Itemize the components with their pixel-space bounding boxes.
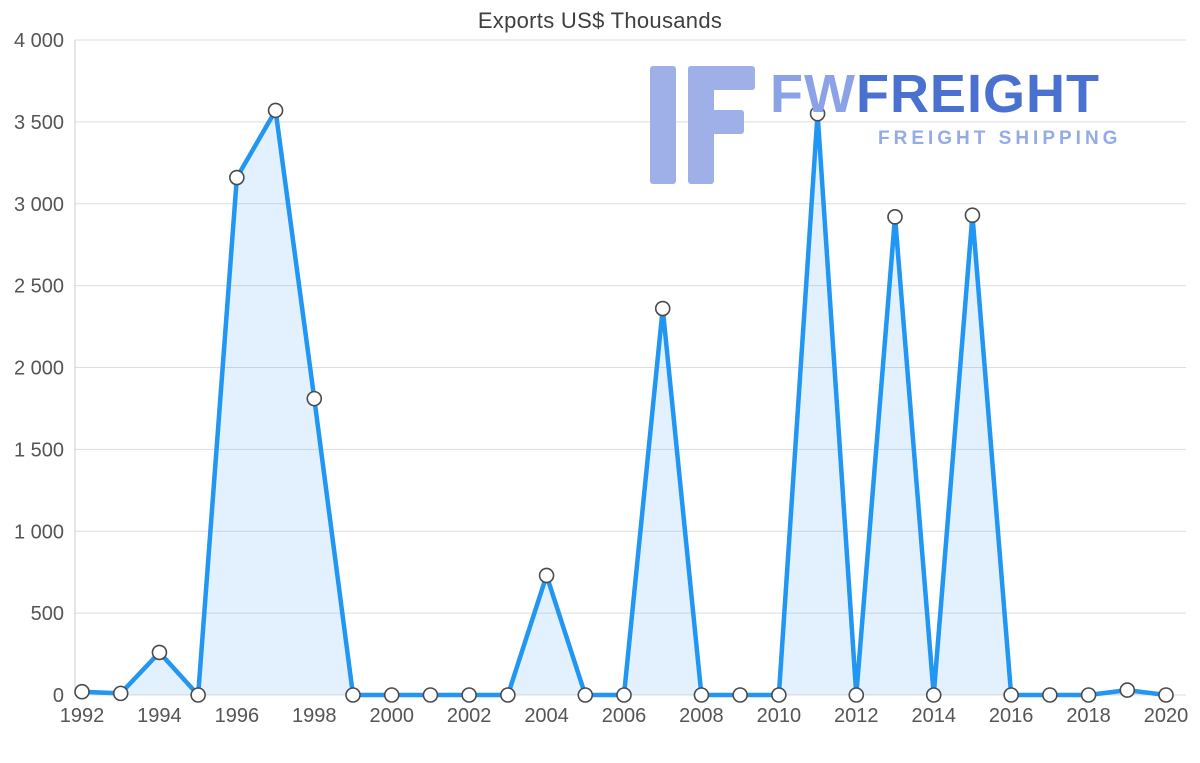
data-point-marker [577,687,594,703]
x-tick-label: 1994 [137,705,182,727]
data-point-marker [112,685,129,702]
data-point-marker [771,687,787,703]
data-point-marker [925,687,942,703]
data-point-marker [732,687,748,703]
data-point-marker [1042,687,1058,703]
data-point-marker [345,687,361,703]
x-tick-label: 2002 [447,705,492,727]
x-tick-label: 2018 [1066,705,1111,727]
y-tick-label: 4 000 [14,30,64,52]
y-tick-label: 3 000 [14,194,64,216]
y-tick-label: 0 [53,685,64,707]
data-point-marker [1119,682,1136,698]
data-point-marker [500,687,516,703]
data-point-marker [887,209,903,225]
y-tick-label: 2 500 [14,276,64,298]
data-point-marker [964,207,981,224]
x-tick-label: 2006 [602,705,647,727]
chart-title: Exports US$ Thousands [477,8,723,33]
data-point-marker [1080,687,1097,703]
x-tick-label: 2014 [911,705,956,727]
x-tick-label: 2008 [679,705,724,727]
y-tick-label: 500 [31,603,64,625]
y-tick-label: 1 500 [14,439,64,461]
y-tick-label: 2 000 [14,358,64,380]
data-point-marker [616,687,632,703]
data-point-marker [809,105,826,122]
x-tick-label: 2010 [757,705,802,727]
data-point-marker [848,687,865,703]
data-point-marker [538,567,555,584]
y-tick-label: 1 000 [14,521,64,543]
x-tick-label: 2004 [524,705,569,727]
data-point-marker [306,390,323,407]
data-point-marker [422,687,439,703]
data-point-marker [229,169,245,186]
data-point-marker [654,300,671,317]
data-point-marker [267,102,284,119]
data-point-marker [461,687,477,703]
x-tick-label: 2000 [369,705,414,727]
area-fill [82,110,1166,696]
data-point-marker [190,687,206,703]
x-tick-label: 2020 [1144,705,1189,727]
x-tick-label: 1996 [215,705,260,727]
y-tick-label: 3 500 [14,112,64,134]
x-tick-label: 1992 [60,705,105,727]
data-point-marker [383,687,400,703]
x-tick-label: 2012 [834,705,879,727]
x-tick-label: 1998 [292,705,337,727]
data-point-marker [1003,687,1019,703]
data-point-marker [693,687,710,703]
data-point-marker [74,683,90,700]
data-point-marker [1158,687,1174,703]
data-point-marker [151,644,168,661]
x-tick-label: 2016 [989,705,1034,727]
